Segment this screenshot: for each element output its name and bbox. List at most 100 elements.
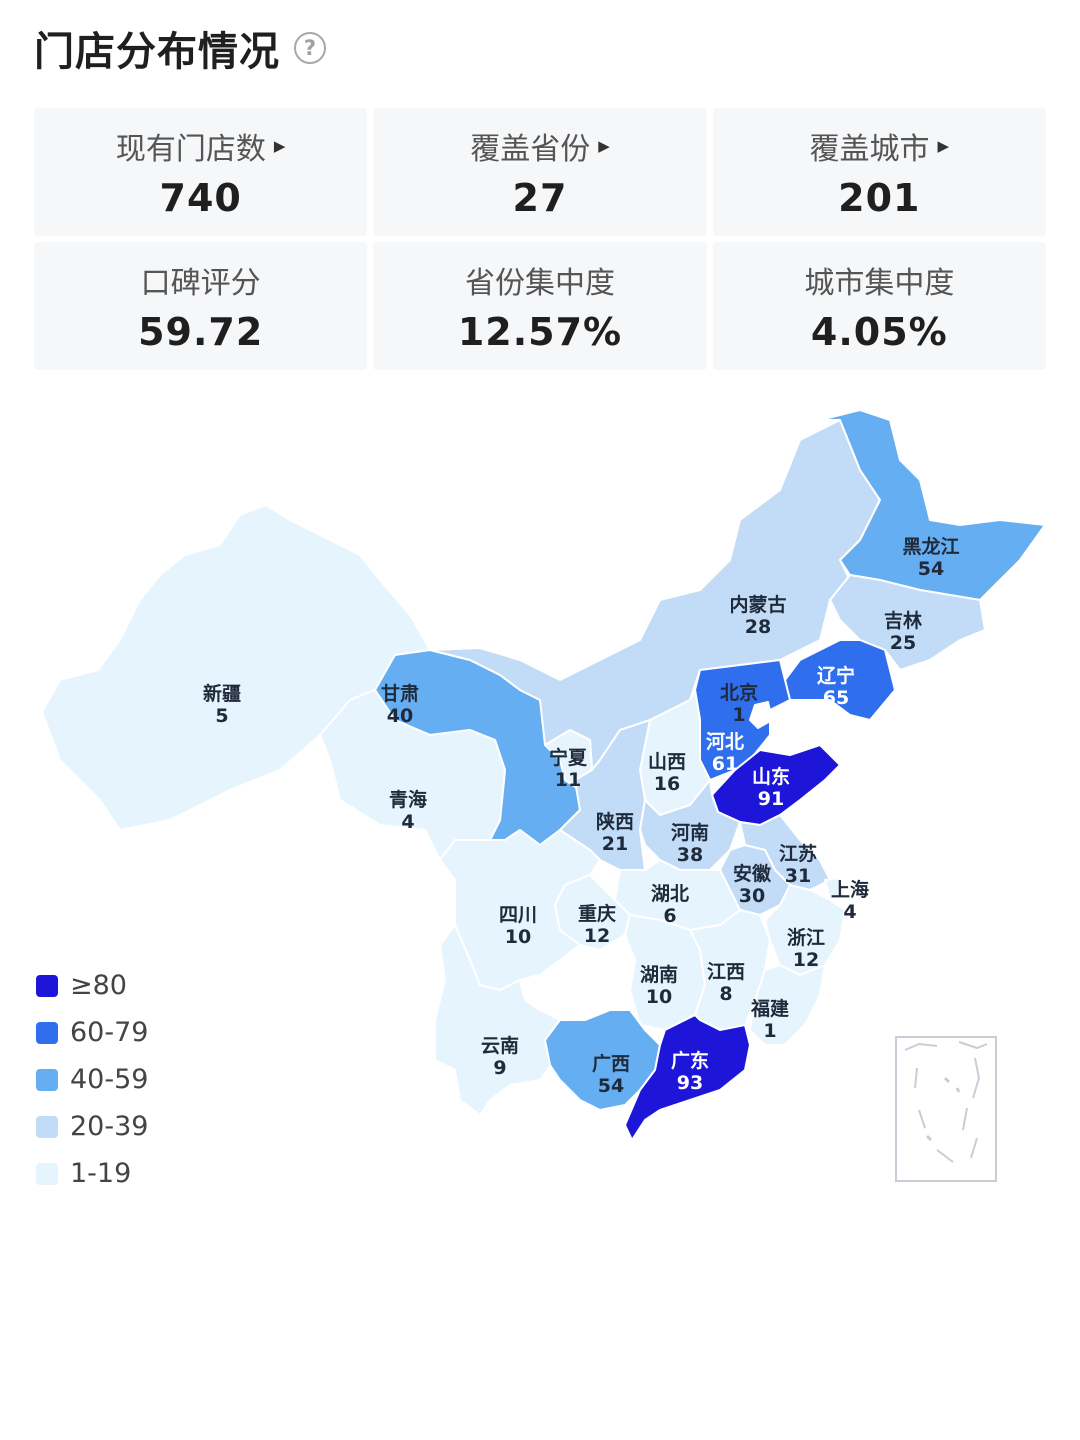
province-name-label: 湖南 <box>640 964 678 986</box>
legend-item[interactable]: 20-39 <box>36 1103 148 1150</box>
stat-card-province-concentration: 省份集中度 12.57% <box>373 242 707 370</box>
province-value-label: 38 <box>677 844 703 866</box>
province-name-label: 河南 <box>671 822 709 844</box>
province-value-label: 10 <box>505 926 531 948</box>
province-value-label: 54 <box>598 1075 624 1097</box>
stat-value: 12.57% <box>457 310 623 354</box>
legend-item[interactable]: 40-59 <box>36 1056 148 1103</box>
province-region[interactable] <box>434 924 561 1116</box>
legend-swatch <box>36 1068 58 1091</box>
province-name-label: 吉林 <box>884 609 922 632</box>
province-value-label: 8 <box>719 983 732 1005</box>
province-value-label: 12 <box>584 925 610 947</box>
legend-label: 60-79 <box>70 1017 149 1048</box>
province-name-label: 山东 <box>752 765 790 788</box>
stat-card-cities[interactable]: 覆盖城市 ▶ 201 <box>712 108 1046 236</box>
province-region[interactable] <box>824 877 846 901</box>
legend-item[interactable]: 60-79 <box>36 1009 148 1056</box>
province-name-label: 安徽 <box>733 862 772 885</box>
caret-right-icon: ▶ <box>937 137 950 155</box>
stat-value: 201 <box>838 176 921 220</box>
legend-swatch <box>36 1021 58 1044</box>
province-region[interactable] <box>624 1014 751 1141</box>
province-value-label: 12 <box>793 949 819 971</box>
province-name-label: 重庆 <box>578 902 616 925</box>
question-circle-icon[interactable]: ? <box>294 32 326 64</box>
province-value-label: 25 <box>890 632 916 654</box>
province-name-label: 江苏 <box>779 842 817 865</box>
china-store-map: 新疆 5 甘肃 40 青海 4 内蒙古 28 黑龙江 54 吉林 25 辽宁 65 北京 1 河北 61 山东 91 山… <box>0 395 1080 1215</box>
province-value-label: 65 <box>823 687 849 709</box>
province-name-label: 湖北 <box>651 883 689 905</box>
stat-label: 省份集中度 <box>464 266 615 301</box>
province-value-label: 1 <box>732 704 745 726</box>
province-name-label: 浙江 <box>787 926 825 949</box>
stat-card-rating: 口碑评分 59.72 <box>34 242 368 370</box>
legend-swatch <box>36 974 58 997</box>
province-name-label: 广西 <box>592 1052 630 1075</box>
province-region[interactable] <box>819 409 1046 601</box>
caret-right-icon: ▶ <box>598 137 610 155</box>
legend-label: 40-59 <box>70 1064 149 1095</box>
stat-label: 城市集中度 <box>804 266 955 301</box>
province-region[interactable] <box>829 574 986 671</box>
province-name-label: 山西 <box>648 751 686 773</box>
province-value-label: 30 <box>739 885 765 907</box>
province-region[interactable] <box>611 1149 649 1186</box>
province-name-label: 北京 <box>720 681 758 704</box>
legend-label: 20-39 <box>70 1111 149 1142</box>
stat-label: 覆盖城市 ▶ <box>810 124 950 168</box>
province-value-label: 1 <box>763 1020 776 1042</box>
province-name-label: 上海 <box>831 878 869 901</box>
province-value-label: 5 <box>215 705 228 727</box>
province-value-label: 9 <box>493 1057 506 1079</box>
province-region[interactable] <box>805 1029 833 1091</box>
province-value-label: 16 <box>654 773 680 795</box>
caret-right-icon: ▶ <box>273 137 286 155</box>
legend-item[interactable]: ≥80 <box>36 962 148 1009</box>
stat-card-provinces[interactable]: 覆盖省份 ▶ 27 <box>373 108 707 236</box>
page-title: 门店分布情况 <box>34 29 280 75</box>
stat-value: 4.05% <box>810 310 948 354</box>
province-region[interactable] <box>689 909 771 1031</box>
province-name-label: 广东 <box>671 1049 709 1072</box>
province-name-label: 甘肃 <box>381 682 419 705</box>
province-value-label: 21 <box>602 833 628 855</box>
province-value-label: 11 <box>555 769 581 791</box>
legend-swatch <box>36 1162 58 1185</box>
legend-swatch <box>36 1115 58 1138</box>
province-name-label: 云南 <box>481 1035 519 1057</box>
province-name-label: 四川 <box>499 904 537 926</box>
province-value-label: 28 <box>745 616 771 638</box>
stat-card-store-count[interactable]: 现有门店数 ▶ 740 <box>34 108 368 236</box>
stat-label: 口碑评分 <box>140 266 261 301</box>
province-value-label: 4 <box>843 901 856 923</box>
south-sea-islands-icon <box>904 1041 988 1163</box>
map-svg: 新疆5甘肃40青海4内蒙古28黑龙江54吉林25辽宁65北京1河北61山东91山… <box>41 409 1046 1186</box>
province-value-label: 54 <box>918 558 944 580</box>
province-value-label: 4 <box>401 811 414 833</box>
province-region[interactable] <box>114 734 456 961</box>
province-value-label: 91 <box>758 788 784 810</box>
province-region[interactable] <box>749 701 773 729</box>
province-name-label: 黑龙江 <box>902 535 959 558</box>
province-region[interactable] <box>639 779 741 871</box>
province-value-label: 6 <box>663 905 676 927</box>
stats-grid: 现有门店数 ▶ 740 覆盖省份 ▶ 27 覆盖城市 ▶ 201 口碑评分 59… <box>34 108 1046 370</box>
stat-value: 59.72 <box>138 310 264 354</box>
province-name-label: 陕西 <box>596 810 634 833</box>
south-china-sea-inset <box>895 1036 997 1182</box>
legend-label: ≥80 <box>70 970 127 1001</box>
legend-label: 1-19 <box>70 1158 132 1189</box>
province-region[interactable] <box>749 964 826 1046</box>
province-value-label: 40 <box>387 705 413 727</box>
legend-item[interactable]: 1-19 <box>36 1150 148 1197</box>
province-name-label: 新疆 <box>203 682 241 705</box>
province-region[interactable] <box>519 934 636 1021</box>
stat-label: 覆盖省份 ▶ <box>470 124 610 168</box>
province-name-label: 河北 <box>706 731 744 753</box>
province-value-label: 31 <box>785 865 811 887</box>
province-name-label: 宁夏 <box>549 746 588 769</box>
province-name-label: 江西 <box>707 961 745 983</box>
stat-label-text: 现有门店数 <box>115 132 266 167</box>
